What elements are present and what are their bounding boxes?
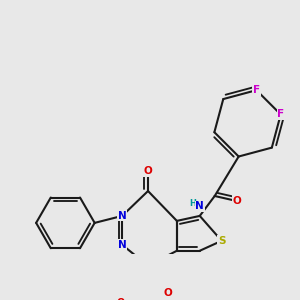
Text: N: N xyxy=(195,201,204,212)
Text: N: N xyxy=(118,240,127,250)
Text: O: O xyxy=(144,166,152,176)
Text: F: F xyxy=(277,110,284,119)
Text: O: O xyxy=(116,298,124,300)
Text: F: F xyxy=(253,85,260,95)
Text: N: N xyxy=(118,211,127,221)
Text: O: O xyxy=(232,196,241,206)
Text: S: S xyxy=(218,236,225,246)
Text: O: O xyxy=(164,288,172,298)
Text: H: H xyxy=(189,200,196,208)
